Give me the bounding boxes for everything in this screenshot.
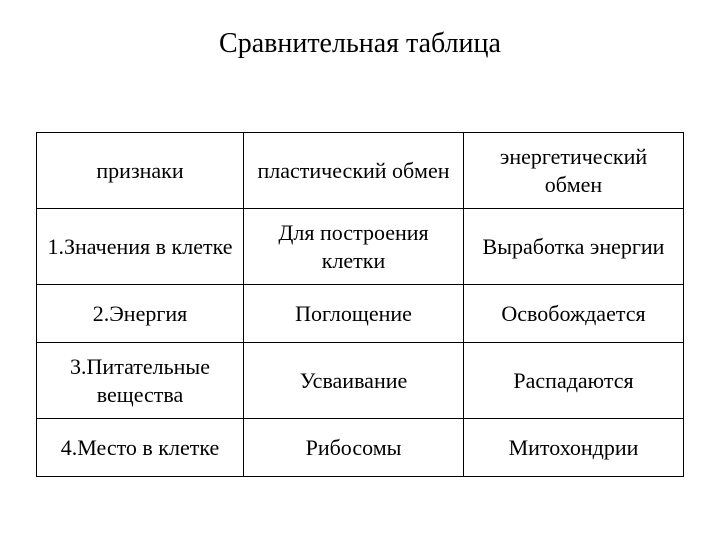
table-cell: Для построения клетки (244, 209, 464, 285)
table-cell: 3.Питательные вещества (37, 343, 244, 419)
table-cell: Усваивание (244, 343, 464, 419)
table-header-cell: энергетический обмен (464, 133, 684, 209)
comparison-table: признаки пластический обмен энергетическ… (36, 132, 684, 477)
table-header-row: признаки пластический обмен энергетическ… (37, 133, 684, 209)
page-title: Сравнительная таблица (36, 28, 684, 60)
table-cell: 4.Место в клетке (37, 419, 244, 477)
table-cell: Митохондрии (464, 419, 684, 477)
table-header-cell: признаки (37, 133, 244, 209)
table-cell: 1.Значения в клетке (37, 209, 244, 285)
table-cell: Распадаются (464, 343, 684, 419)
table-cell: Рибосомы (244, 419, 464, 477)
table-header-cell: пластический обмен (244, 133, 464, 209)
table-row: 2.Энергия Поглощение Освобождается (37, 285, 684, 343)
table-row: 1.Значения в клетке Для построения клетк… (37, 209, 684, 285)
table-row: 4.Место в клетке Рибосомы Митохондрии (37, 419, 684, 477)
table-cell: Выработка энергии (464, 209, 684, 285)
table-row: 3.Питательные вещества Усваивание Распад… (37, 343, 684, 419)
table-cell: Поглощение (244, 285, 464, 343)
table-cell: 2.Энергия (37, 285, 244, 343)
table-cell: Освобождается (464, 285, 684, 343)
